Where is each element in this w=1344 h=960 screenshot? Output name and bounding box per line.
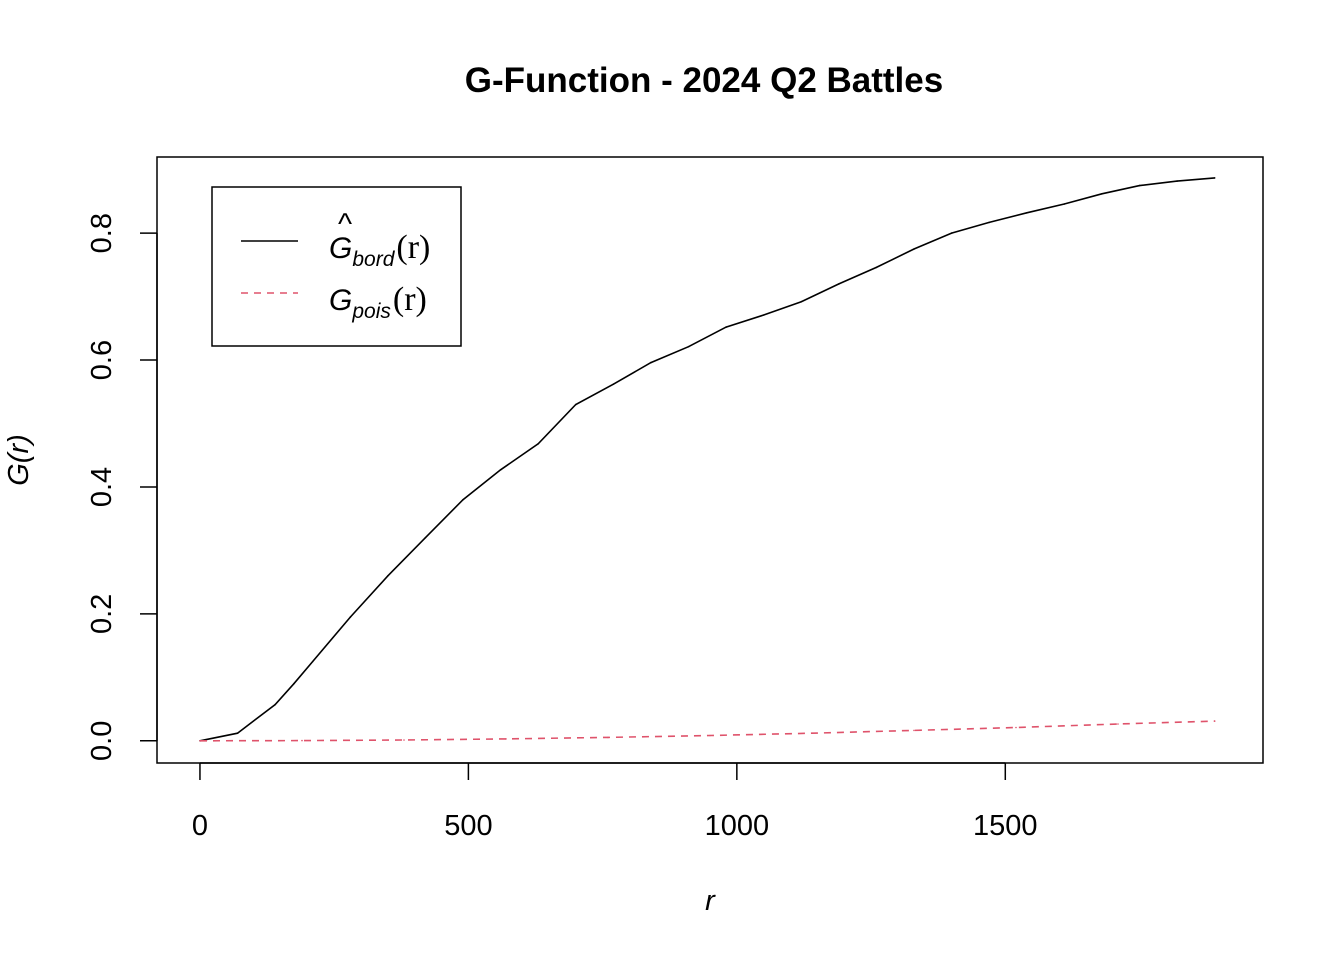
data-point-bord xyxy=(1213,177,1216,179)
data-point-pois xyxy=(811,732,813,734)
chart-title: G-Function - 2024 Q2 Battles xyxy=(465,61,943,100)
data-point-pois xyxy=(1117,723,1119,725)
y-tick-label: 0.8 xyxy=(86,213,118,253)
x-tick-label: 1500 xyxy=(973,810,1038,842)
data-point-pois xyxy=(301,739,303,742)
legend-hat-bord: ^ xyxy=(338,208,352,241)
data-point-bord xyxy=(875,266,878,269)
legend: Gbord(r)^ Gpois(r) xyxy=(211,186,462,347)
data-point-pois xyxy=(199,740,201,742)
data-point-pois xyxy=(607,736,609,739)
data-point-bord xyxy=(612,383,615,386)
data-point-bord xyxy=(950,232,953,234)
data-point-bord xyxy=(1176,180,1178,182)
data-point-bord xyxy=(838,283,840,285)
y-axis-label: G(r) xyxy=(3,434,35,486)
legend-label-bord: Gbord(r) xyxy=(329,229,430,271)
x-tick-label: 500 xyxy=(444,810,492,842)
data-point-bord xyxy=(725,326,727,328)
data-point-bord xyxy=(913,248,915,250)
series-layer xyxy=(199,177,1216,742)
data-point-pois xyxy=(1213,720,1216,722)
y-tick-label: 0.6 xyxy=(86,340,118,380)
data-point-bord xyxy=(274,703,276,706)
y-tick-label: 0.4 xyxy=(86,467,118,507)
data-point-bord xyxy=(349,616,352,618)
x-axis: 0 500 1000 1500 xyxy=(192,762,1038,842)
data-point-bord xyxy=(293,682,295,685)
y-tick-label: 0.2 xyxy=(86,594,118,634)
data-point-pois xyxy=(403,739,405,741)
data-point-bord xyxy=(575,403,577,406)
data-point-bord xyxy=(424,536,427,539)
y-axis: 0.0 0.2 0.4 0.6 0.8 xyxy=(86,213,158,761)
data-point-bord xyxy=(762,314,765,316)
x-axis-label: r xyxy=(705,885,716,917)
x-tick-label: 1000 xyxy=(705,810,770,842)
data-point-bord xyxy=(1026,212,1028,214)
data-point-pois xyxy=(505,738,507,740)
data-point-bord xyxy=(1138,184,1141,187)
data-point-bord xyxy=(988,221,990,224)
data-point-bord xyxy=(650,361,652,364)
y-tick-label: 0.0 xyxy=(86,721,118,761)
legend-label-pois: Gpois(r) xyxy=(329,281,427,323)
x-tick-label: 0 xyxy=(192,810,208,842)
data-point-bord xyxy=(462,498,464,501)
series-line-pois xyxy=(199,720,1215,742)
data-point-bord xyxy=(236,732,239,734)
data-point-bord xyxy=(1063,203,1066,205)
data-point-bord xyxy=(687,345,690,348)
data-point-pois xyxy=(1015,726,1017,729)
data-point-bord xyxy=(499,469,502,471)
data-point-pois xyxy=(913,729,915,732)
data-point-pois xyxy=(709,734,711,737)
data-point-bord xyxy=(537,443,539,445)
legend-box xyxy=(211,186,462,347)
data-point-bord xyxy=(311,660,314,663)
data-point-bord xyxy=(387,575,389,577)
data-point-bord xyxy=(1101,193,1103,195)
data-point-bord xyxy=(800,300,803,303)
